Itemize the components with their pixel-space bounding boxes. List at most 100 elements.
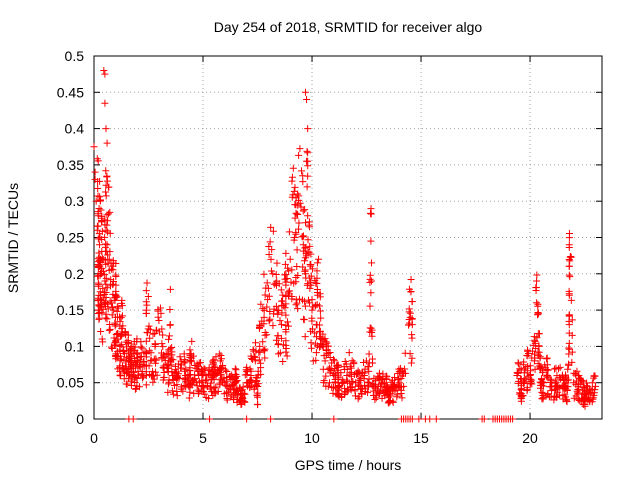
data-point [104,217,112,225]
data-point [398,394,406,402]
data-point [96,193,104,201]
data-point [268,246,276,254]
data-point [309,357,317,365]
data-point [255,356,263,364]
data-point [98,309,106,317]
data-point [301,88,309,96]
data-point [365,375,373,383]
data-point [106,208,114,216]
data-point [146,334,154,342]
data-point [565,271,573,279]
x-tick-label: 10 [304,430,320,446]
data-point [90,143,98,151]
data-point [299,178,307,186]
data-point [387,378,395,386]
data-point [164,380,172,388]
data-point [565,291,573,299]
data-point [259,305,267,313]
y-tick-label: 0.5 [65,48,85,64]
data-point [102,274,110,282]
data-point [127,353,135,361]
data-point [252,339,260,347]
data-point [266,238,274,246]
data-point [564,383,572,391]
data-point [389,397,397,405]
data-point [407,288,415,296]
data-point [405,308,413,316]
data-point [193,382,201,390]
data-point [98,227,106,235]
data-point [103,315,111,323]
data-point [106,297,114,305]
x-axis-label: GPS time / hours [295,457,402,473]
data-point [585,396,593,404]
data-point [114,304,122,312]
data-point [203,376,211,384]
data-point [369,387,377,395]
data-point [333,362,341,370]
data-point [119,365,127,373]
data-point [140,358,148,366]
data-point [553,393,561,401]
data-point [368,332,376,340]
data-point [256,322,264,330]
data-point [405,321,413,329]
data-point [112,281,120,289]
data-point [575,372,583,380]
data-point [565,361,573,369]
data-point [544,366,552,374]
data-point [177,364,185,372]
data-point [285,267,293,275]
data-point [176,353,184,361]
data-point [138,374,146,382]
data-point [309,325,317,333]
data-point [278,321,286,329]
data-point [535,351,543,359]
data-point [281,260,289,268]
data-point [526,375,534,383]
data-point [292,278,300,286]
data-point [322,372,330,380]
data-point [591,386,599,394]
data-point [260,313,268,321]
data-point [278,301,286,309]
data-point [199,388,207,396]
data-point [293,299,301,307]
data-point [93,222,101,230]
grid [94,56,602,419]
data-point [160,353,168,361]
data-point [301,302,309,310]
data-point [173,387,181,395]
data-point [383,372,391,380]
data-point [547,375,555,383]
data-point [407,359,415,367]
data-point [408,334,416,342]
data-point [262,284,270,292]
data-point [119,322,127,330]
data-point [343,365,351,373]
data-point [105,255,113,263]
data-point [169,376,177,384]
data-point [570,369,578,377]
data-point [397,383,405,391]
data-point [334,384,342,392]
data-point [212,383,220,391]
data-point [306,242,314,250]
data-point [143,328,151,336]
data-point [307,272,315,280]
y-tick-label: 0.15 [57,302,84,318]
data-point [152,355,160,363]
data-point [97,196,105,204]
data-point [166,321,174,329]
data-point [273,306,281,314]
data-point [143,279,151,287]
data-point [232,377,240,385]
data-point [368,259,376,267]
data-point [320,377,328,385]
data-point [362,357,370,365]
data-point [158,325,166,333]
data-point [96,272,104,280]
data-point [330,355,338,363]
data-point [288,266,296,274]
data-point [303,96,311,104]
